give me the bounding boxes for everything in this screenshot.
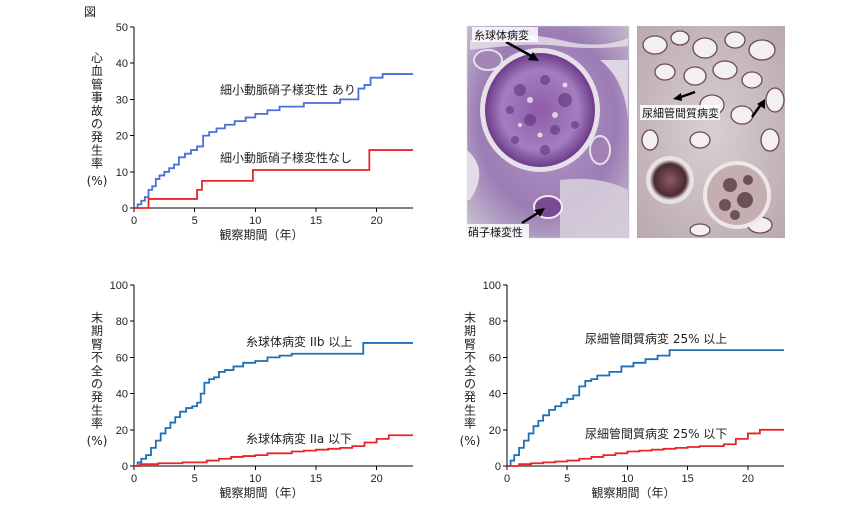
y-axis-label-char: 末	[91, 311, 103, 325]
y-tick-label: 20	[116, 425, 128, 437]
x-tick-label: 20	[742, 473, 754, 485]
label-tubulointerstitial-lesion: 尿細管間質病変	[642, 106, 719, 120]
y-axis-label-char: 事	[91, 91, 103, 105]
series-line-1	[134, 149, 413, 209]
y-tick-label: 40	[116, 58, 128, 70]
x-tick-label: 5	[192, 215, 198, 227]
series-line-0	[507, 349, 784, 467]
series-line-0	[134, 73, 413, 209]
y-axis-label-char: 腎	[464, 337, 476, 351]
y-axis-label-char: 末	[464, 311, 476, 325]
y-tick-label: 80	[116, 316, 128, 328]
x-tick-label: 0	[131, 473, 137, 485]
y-axis-label-char: (%)	[87, 174, 108, 188]
y-axis-label-char: (%)	[460, 434, 481, 448]
series-label-0: 細小動脈硝子様変性 あり	[220, 82, 356, 97]
y-tick-label: 0	[495, 461, 501, 473]
y-axis-label-char: 発	[91, 390, 103, 404]
y-axis-label-char: 生	[91, 403, 103, 417]
y-axis-label-char: の	[91, 377, 103, 391]
y-axis-label-char: 期	[464, 324, 476, 338]
label-hyaline-change: 硝子様変性	[468, 225, 523, 239]
y-tick-label: 10	[116, 167, 128, 179]
y-axis-label-char: 管	[91, 76, 103, 91]
y-tick-label: 100	[483, 280, 501, 292]
series-line-1	[134, 434, 413, 467]
y-axis-label-char: 故	[91, 103, 103, 118]
x-tick-label: 15	[310, 473, 322, 485]
y-tick-label: 80	[489, 316, 501, 328]
y-tick-label: 60	[116, 352, 128, 364]
label-glomerular-lesion: 糸球体病変	[474, 28, 529, 42]
y-tick-label: 40	[489, 389, 501, 401]
y-tick-label: 0	[122, 203, 128, 215]
y-axis-label-char: 率	[91, 156, 103, 171]
y-axis-label-char: の	[464, 377, 476, 391]
x-tick-label: 0	[131, 215, 137, 227]
series-line-0	[134, 342, 413, 467]
y-tick-label: 50	[116, 22, 128, 34]
series-line-1	[507, 428, 784, 467]
figure-label: 図	[84, 5, 97, 19]
x-axis-label: 観察期間（年）	[591, 486, 675, 500]
series-label-1: 糸球体病変 IIa 以下	[246, 431, 352, 446]
y-axis-label-char: 生	[464, 403, 476, 417]
x-tick-label: 15	[682, 473, 694, 485]
micrograph-tubulointerstitium: 尿細管間質病変	[637, 26, 785, 238]
y-tick-label: 30	[116, 94, 128, 106]
series-label-0: 糸球体病変 IIb 以上	[246, 334, 352, 349]
x-tick-label: 5	[564, 473, 570, 485]
x-tick-label: 5	[192, 473, 198, 485]
y-tick-label: 0	[122, 461, 128, 473]
y-axis-label-char: 発	[91, 130, 103, 144]
y-axis-label-char: 腎	[91, 337, 103, 351]
y-axis-label-char: 率	[464, 416, 476, 431]
y-axis-label-char: の	[91, 117, 103, 131]
y-axis-label-char: 不	[464, 351, 476, 365]
y-axis-label-char: 期	[91, 324, 103, 338]
y-tick-label: 100	[110, 280, 128, 292]
y-axis-label-char: 率	[91, 416, 103, 431]
series-label-0: 尿細管間質病変 25% 以上	[585, 331, 727, 346]
y-axis-label-char: 発	[464, 390, 476, 404]
micrograph-glomerulus: 糸球体病変 硝子様変性	[466, 25, 630, 239]
y-tick-label: 40	[116, 389, 128, 401]
x-tick-label: 10	[249, 473, 261, 485]
y-axis-label-char: 生	[91, 143, 103, 157]
x-axis-label: 観察期間（年）	[219, 486, 303, 500]
y-axis-label-char: 不	[91, 351, 103, 365]
y-tick-label: 60	[489, 352, 501, 364]
series-label-1: 尿細管間質病変 25% 以下	[585, 426, 727, 441]
x-tick-label: 10	[249, 215, 261, 227]
y-axis-label-char: 全	[464, 363, 476, 378]
x-tick-label: 15	[310, 215, 322, 227]
x-axis-label: 観察期間（年）	[219, 228, 303, 242]
y-axis-label-char: 血	[91, 64, 103, 78]
y-tick-label: 20	[489, 425, 501, 437]
series-label-1: 細小動脈硝子様変性なし	[220, 150, 352, 165]
y-axis-label-char: 全	[91, 363, 103, 378]
y-axis-label-char: (%)	[87, 434, 108, 448]
x-tick-label: 10	[621, 473, 633, 485]
x-tick-label: 0	[504, 473, 510, 485]
y-tick-label: 20	[116, 131, 128, 143]
x-tick-label: 20	[370, 473, 382, 485]
y-axis-label-char: 心	[91, 51, 103, 65]
x-tick-label: 20	[370, 215, 382, 227]
